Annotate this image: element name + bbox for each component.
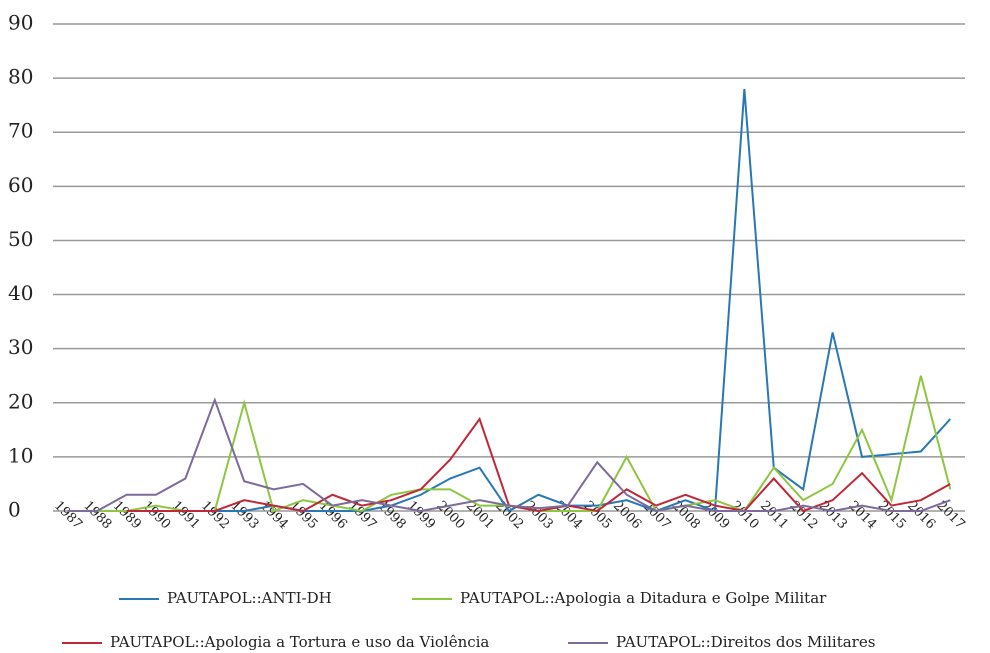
series-line xyxy=(67,88,952,513)
x-tick-label: 2006 xyxy=(610,498,644,532)
x-tick-label: 1991 xyxy=(169,498,203,532)
y-tick-label: 90 xyxy=(8,11,33,35)
x-tick-label: 2014 xyxy=(845,498,879,532)
x-tick-label: 2016 xyxy=(904,498,938,532)
y-tick-label: 0 xyxy=(8,498,21,522)
x-tick-label: 2011 xyxy=(757,498,791,532)
x-tick-label: 1990 xyxy=(139,498,173,532)
x-tick-label: 2010 xyxy=(728,498,762,532)
x-tick-label: 1999 xyxy=(404,498,438,532)
x-tick-label: 1992 xyxy=(198,498,232,532)
y-tick-label: 60 xyxy=(8,173,33,197)
y-tick-label: 50 xyxy=(8,227,33,251)
x-tick-label: 2012 xyxy=(786,498,820,532)
y-tick-label: 10 xyxy=(8,443,33,467)
legend-label: PAUTAPOL::Apologia a Tortura e uso da Vi… xyxy=(110,633,489,651)
y-tick-label: 30 xyxy=(8,335,33,359)
series-line xyxy=(67,375,952,513)
legend-label: PAUTAPOL::Direitos dos Militares xyxy=(616,633,875,651)
y-tick-label: 40 xyxy=(8,281,33,305)
series-line xyxy=(67,397,951,513)
y-tick-label: 80 xyxy=(8,65,33,89)
y-tick-label: 20 xyxy=(8,389,33,413)
x-tick-label: 1989 xyxy=(110,498,144,532)
legend-label: PAUTAPOL::ANTI-DH xyxy=(167,589,332,607)
x-tick-label: 2007 xyxy=(639,498,673,532)
y-tick-label: 70 xyxy=(8,119,33,143)
legend-label: PAUTAPOL::Apologia a Ditadura e Golpe Mi… xyxy=(460,589,827,607)
x-tick-label: 2003 xyxy=(522,498,556,532)
x-tick-label: 1987 xyxy=(51,498,85,532)
